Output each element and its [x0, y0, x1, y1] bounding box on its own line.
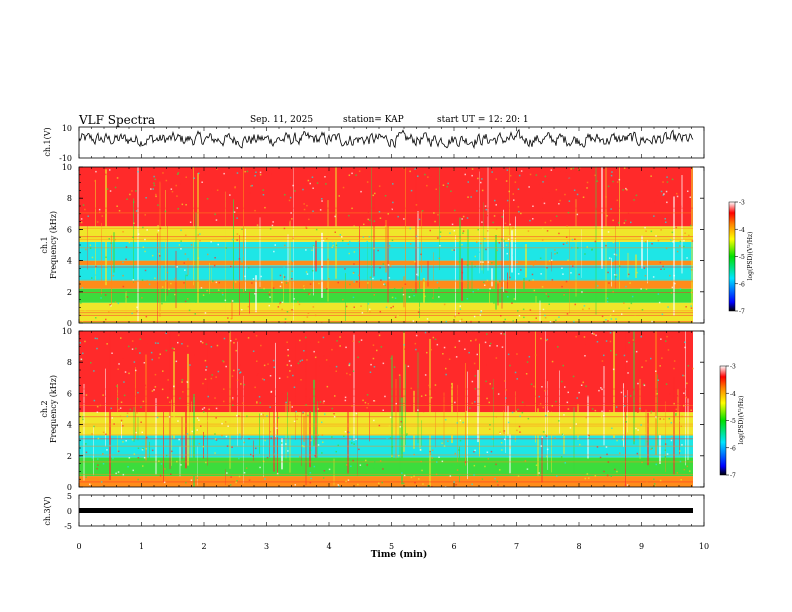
ch1-spec-ytick-label-2: 2 [67, 288, 72, 297]
ch1-spec-ytick-label-4: 4 [67, 257, 72, 266]
ch3-ytick-bottom: -5 [64, 522, 72, 531]
ch2-colorbar-tick--3: -3 [730, 364, 736, 371]
spectrogram-band-4 [79, 331, 693, 413]
ch3-ylabel: ch.3(V) [43, 496, 52, 525]
ch2-colorbar: -3 -4 -5 -6 -7 log(PSD)(V²/Hz) [719, 364, 745, 480]
spectrogram-band-3 [79, 265, 693, 281]
ch1-spec-ylabel-freq: Frequency (kHz) [49, 211, 58, 279]
ch2-colorbar-label: log(PSD)(V²/Hz) [738, 396, 745, 445]
ch3-signal-panel: 5 0 -5 ch.3(V) [43, 492, 705, 531]
ch2-colorbar-tick--5: -5 [730, 418, 736, 425]
time-tick-label-5: 5 [389, 542, 394, 551]
time-tick-label-9: 9 [639, 542, 644, 551]
time-tick-label-7: 7 [514, 542, 519, 551]
ch1-colorbar-tick--7: -7 [739, 309, 745, 316]
ch2-spec-ytick-label-0: 0 [67, 483, 72, 492]
ch3-ytick-top: 5 [67, 492, 72, 501]
ch1-spec-ylabel: ch.1 [40, 236, 49, 253]
time-tick-label-3: 3 [264, 542, 269, 551]
ch1-spec-ytick-label-8: 8 [67, 194, 72, 203]
time-tick-label-8: 8 [576, 542, 581, 551]
ch1-waveform-panel: 10 -10 ch.1(V) [43, 124, 705, 163]
time-tick-label-0: 0 [76, 542, 81, 551]
time-tick-label-10: 10 [699, 542, 709, 551]
ch2-colorbar-tick--4: -4 [730, 391, 736, 398]
ch1-wave-ylabel: ch.1(V) [43, 127, 52, 156]
ch2-spec-ytick-label-8: 8 [67, 358, 72, 367]
spectrogram-band-7 [79, 167, 693, 227]
time-tick-label-2: 2 [201, 542, 206, 551]
ch2-spec-ytick-label-2: 2 [67, 452, 72, 461]
ch1-wave-ytick-bottom: -10 [59, 154, 72, 163]
station-label: station= KAP [343, 115, 404, 125]
time-axis-label: Time (min) [371, 549, 428, 560]
ch1-colorbar-tick--5: -5 [739, 254, 745, 261]
ch2-spec-ytick-label-4: 4 [67, 421, 72, 430]
time-tick-label-6: 6 [451, 542, 456, 551]
ch1-colorbar-tick--6: -6 [739, 281, 745, 288]
ch2-spec-ylabel-freq: Frequency (kHz) [49, 375, 58, 443]
ch1-colorbar-tick--4: -4 [739, 227, 745, 234]
ch1-colorbar: -3 -4 -5 -6 -7 log(PSD)(V²/Hz) [728, 200, 754, 316]
ch2-spec-ytick-label-10: 10 [62, 327, 72, 336]
time-axis: 0 1 2 3 4 5 6 7 8 9 10 [76, 127, 709, 551]
start-ut-label: start UT = 12: 20: 1 [437, 115, 529, 125]
ch2-colorbar-tick--7: -7 [730, 473, 736, 480]
ch1-spec-ytick-label-10: 10 [62, 163, 72, 172]
ch2-colorbar-tick--6: -6 [730, 445, 736, 452]
ch2-spec-ytick-label-6: 6 [67, 389, 72, 398]
ch1-waveform-line [79, 128, 694, 150]
ch1-colorbar-tick--3: -3 [739, 200, 745, 207]
ch3-signal-line [79, 508, 693, 513]
ch1-spec-ytick-label-0: 0 [67, 319, 72, 328]
plot-title: VLF Spectra [79, 113, 156, 127]
ch1-colorbar-label: log(PSD)(V²/Hz) [747, 232, 754, 281]
date-label: Sep. 11, 2025 [250, 115, 314, 125]
time-tick-label-1: 1 [139, 542, 144, 551]
ch1-spectrogram-panel: 0 2 4 6 8 10 ch.1 Frequency (kHz) [40, 163, 705, 328]
spectrogram-band-1 [79, 288, 693, 303]
ch2-spectrogram-panel: 0 2 4 6 8 10 ch.2 Frequency (kHz) [40, 327, 705, 492]
ch1-spec-ytick-label-6: 6 [67, 225, 72, 234]
ch2-spec-ylabel: ch.2 [40, 400, 49, 417]
ch3-ytick-mid: 0 [67, 507, 72, 516]
ch1-wave-ytick-top: 10 [62, 124, 72, 133]
time-tick-label-4: 4 [326, 542, 331, 551]
